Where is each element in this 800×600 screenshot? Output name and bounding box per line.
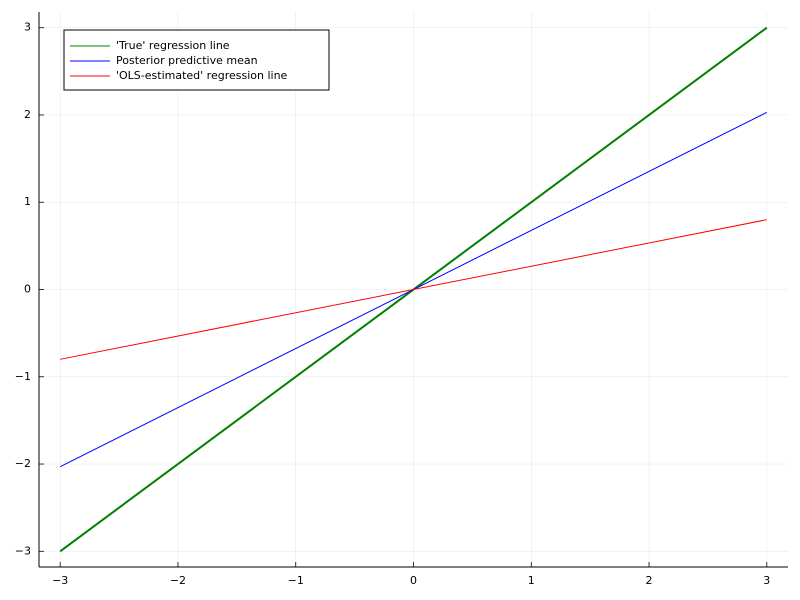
legend-box [63, 29, 330, 91]
legend-label: 'OLS-estimated' regression line [116, 69, 288, 82]
x-tick-label: −1 [288, 574, 304, 587]
x-tick-label: 1 [528, 574, 535, 587]
y-tick-label: 1 [24, 195, 31, 208]
y-tick-label: 3 [24, 21, 31, 34]
y-tick-label: −3 [15, 544, 31, 557]
y-tick-label: 2 [24, 108, 31, 121]
y-tick-label: 0 [24, 283, 31, 296]
x-tick-label: 2 [646, 574, 653, 587]
y-tick-label: −2 [15, 457, 31, 470]
x-tick-label: 0 [410, 574, 417, 587]
legend-label: Posterior predictive mean [116, 54, 258, 67]
series-line [60, 219, 767, 360]
x-tick-label: −3 [52, 574, 68, 587]
x-tick-label: −2 [170, 574, 186, 587]
y-tick-label: −1 [15, 370, 31, 383]
legend-label: 'True' regression line [116, 39, 230, 52]
x-tick-label: 3 [763, 574, 770, 587]
